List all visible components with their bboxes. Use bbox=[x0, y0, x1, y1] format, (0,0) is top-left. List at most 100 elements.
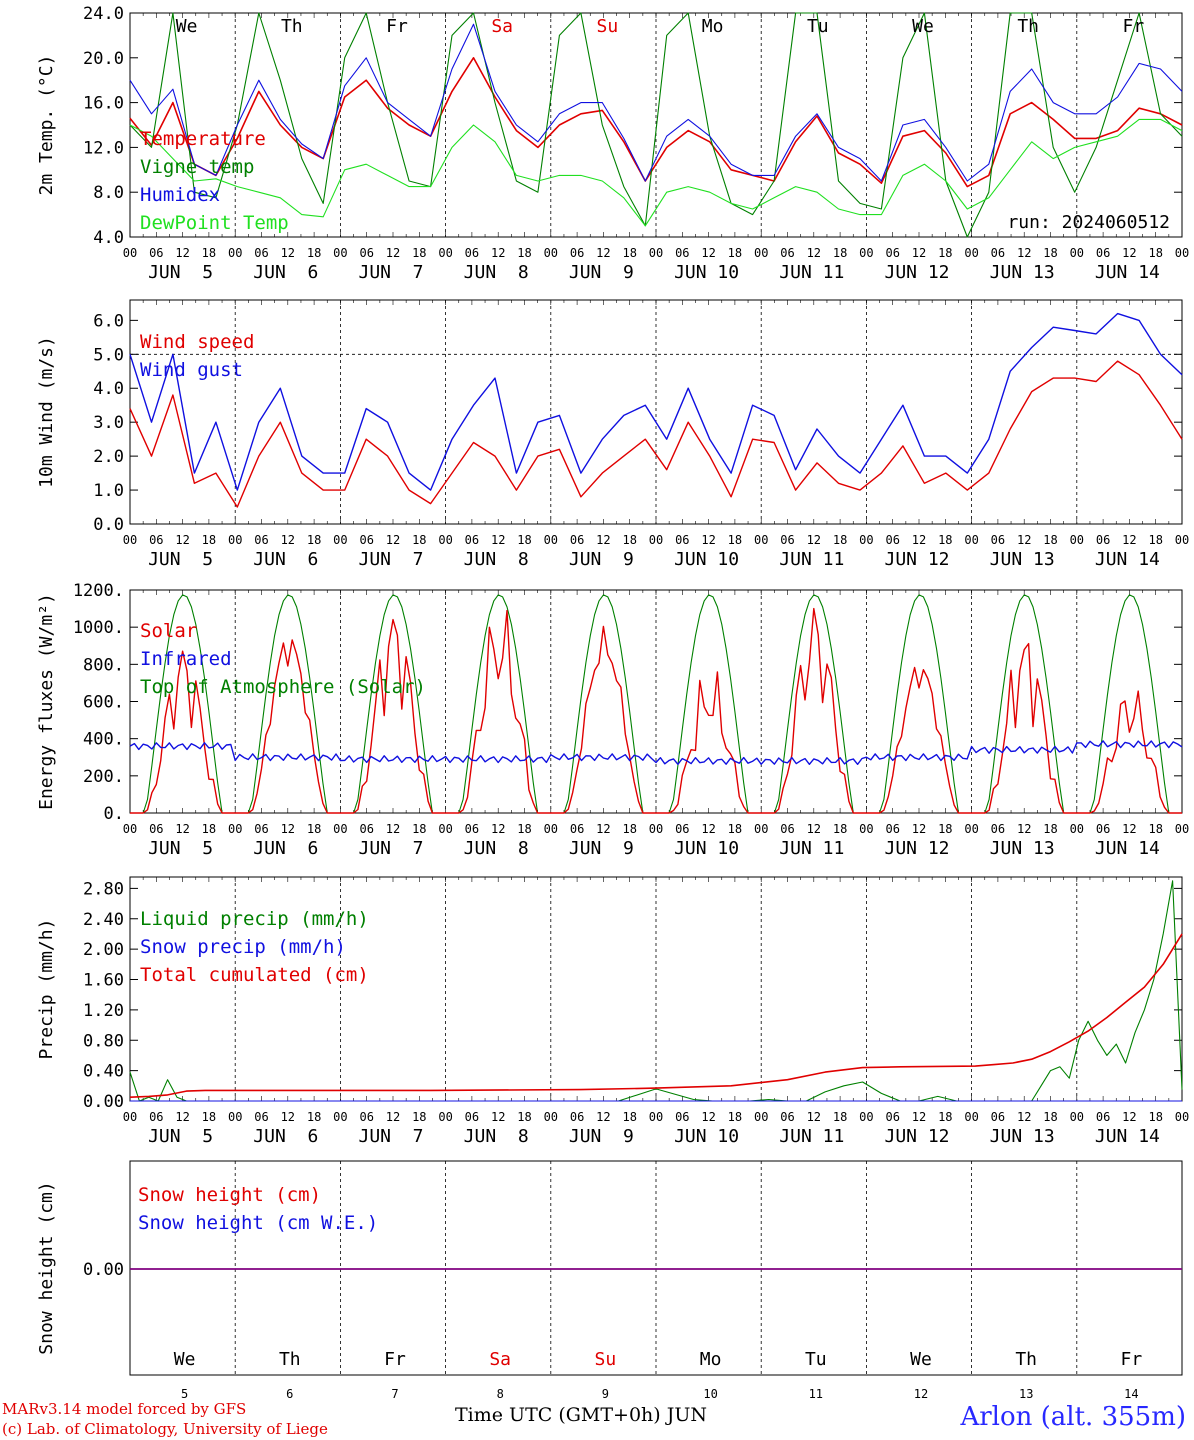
y-tick-label: 0.40 bbox=[83, 1062, 124, 1082]
weekday-label: We bbox=[174, 1349, 196, 1370]
hour-tick-label: 06 bbox=[675, 533, 689, 547]
hour-tick-label: 18 bbox=[307, 1110, 321, 1124]
hour-tick-label: 18 bbox=[1043, 533, 1057, 547]
hour-tick-label: 12 bbox=[807, 246, 821, 260]
hour-tick-label: 12 bbox=[807, 1110, 821, 1124]
weekday-label: We bbox=[910, 1349, 932, 1370]
hour-tick-label: 00 bbox=[544, 822, 558, 836]
hour-tick-label: 12 bbox=[491, 822, 505, 836]
legend-snow-height-cm-w-e-: Snow height (cm W.E.) bbox=[138, 1212, 378, 1234]
hour-tick-label: 12 bbox=[281, 1110, 295, 1124]
hour-tick-label: 06 bbox=[359, 1110, 373, 1124]
panel-wind: 00 06 12 18 00 06 12 18 00 06 12 18 00 06 12 18 00 06 12 18… bbox=[36, 299, 1189, 570]
hour-tick-label: 12 bbox=[281, 822, 295, 836]
date-label: JUN 8 bbox=[464, 549, 529, 570]
legend-total-cumulated-cm-: Total cumulated (cm) bbox=[140, 964, 369, 986]
weekday-label: Th bbox=[279, 1349, 301, 1370]
hour-tick-label: 12 bbox=[386, 1110, 400, 1124]
day-number-label: 8 bbox=[497, 1387, 504, 1401]
hour-tick-label: 00 bbox=[964, 533, 978, 547]
y-tick-label: 1.0 bbox=[93, 481, 124, 501]
hour-tick-label: 12 bbox=[807, 533, 821, 547]
y-tick-label: 800. bbox=[83, 655, 124, 675]
y-tick-label: 16.0 bbox=[83, 94, 124, 114]
hour-tick-label: 06 bbox=[570, 1110, 584, 1124]
hour-tick-label: 06 bbox=[1096, 533, 1110, 547]
date-label: JUN 11 bbox=[779, 1126, 844, 1147]
hour-tick-label: 06 bbox=[991, 533, 1005, 547]
date-label: JUN 6 bbox=[253, 1126, 318, 1147]
hour-tick-label: 06 bbox=[1096, 1110, 1110, 1124]
hour-tick-label: 00 bbox=[1070, 533, 1084, 547]
date-label: JUN 13 bbox=[990, 262, 1055, 283]
hour-tick-label: 18 bbox=[412, 1110, 426, 1124]
hour-tick-label: 06 bbox=[570, 246, 584, 260]
y-tick-label: 0.80 bbox=[83, 1031, 124, 1051]
hour-tick-label: 12 bbox=[491, 1110, 505, 1124]
hour-tick-label: 00 bbox=[754, 533, 768, 547]
hour-tick-label: 18 bbox=[833, 533, 847, 547]
day-number-label: 14 bbox=[1124, 1387, 1138, 1401]
legend-liquid-precip-mm-h-: Liquid precip (mm/h) bbox=[140, 908, 369, 930]
y-tick-label: 12.0 bbox=[83, 138, 124, 158]
date-label: JUN 9 bbox=[569, 549, 634, 570]
series-temperature bbox=[129, 56, 1183, 188]
hour-tick-label: 18 bbox=[622, 246, 636, 260]
weekday-label: Fr bbox=[1121, 1349, 1143, 1370]
hour-tick-label: 00 bbox=[333, 1110, 347, 1124]
hour-tick-label: 12 bbox=[281, 246, 295, 260]
hour-tick-label: 18 bbox=[1148, 533, 1162, 547]
panel-precip: 00 06 12 18 00 06 12 18 00 06 12 18 00 06 12 18 00 06 12 18… bbox=[36, 876, 1189, 1147]
hour-tick-label: 00 bbox=[1070, 822, 1084, 836]
y-tick-label: 1.20 bbox=[83, 1001, 124, 1021]
hour-tick-label: 18 bbox=[833, 246, 847, 260]
y-tick-label: 2.40 bbox=[83, 910, 124, 930]
day-number-label: 13 bbox=[1019, 1387, 1033, 1401]
hour-tick-label: 06 bbox=[570, 822, 584, 836]
station-name: Arlon (alt. 355m) bbox=[960, 1402, 1186, 1432]
hour-tick-label: 00 bbox=[123, 1110, 137, 1124]
y-tick-label: 2.0 bbox=[93, 447, 124, 467]
hour-tick-label: 12 bbox=[596, 533, 610, 547]
hour-tick-label: 00 bbox=[333, 822, 347, 836]
hour-tick-label: 00 bbox=[754, 1110, 768, 1124]
date-label: JUN 7 bbox=[358, 838, 423, 859]
hour-tick-label: 18 bbox=[938, 533, 952, 547]
y-tick-label: 600. bbox=[83, 693, 124, 713]
hour-tick-label: 06 bbox=[885, 533, 899, 547]
date-label: JUN 8 bbox=[464, 262, 529, 283]
hour-tick-label: 18 bbox=[622, 1110, 636, 1124]
hour-tick-label: 00 bbox=[859, 822, 873, 836]
hour-tick-label: 18 bbox=[728, 1110, 742, 1124]
legend-temperature: Temperature bbox=[140, 128, 266, 150]
date-label: JUN 5 bbox=[148, 262, 213, 283]
hour-tick-label: 06 bbox=[991, 246, 1005, 260]
hour-tick-label: 00 bbox=[649, 246, 663, 260]
hour-tick-label: 06 bbox=[885, 822, 899, 836]
date-label: JUN 10 bbox=[674, 838, 739, 859]
hour-tick-label: 18 bbox=[412, 533, 426, 547]
hour-tick-label: 00 bbox=[859, 1110, 873, 1124]
date-label: JUN 14 bbox=[1095, 262, 1160, 283]
hour-tick-label: 18 bbox=[938, 822, 952, 836]
y-tick-label: 200. bbox=[83, 767, 124, 787]
legend-vigne-temp: Vigne temp bbox=[140, 156, 254, 178]
credit-line-1: MARv3.14 model forced by GFS bbox=[2, 1400, 247, 1418]
hour-tick-label: 12 bbox=[701, 246, 715, 260]
hour-tick-label: 00 bbox=[228, 822, 242, 836]
date-label: JUN 13 bbox=[990, 838, 1055, 859]
day-number-label: 7 bbox=[391, 1387, 398, 1401]
hour-tick-label: 00 bbox=[964, 1110, 978, 1124]
hour-tick-label: 00 bbox=[123, 822, 137, 836]
hour-tick-label: 00 bbox=[1175, 1110, 1189, 1124]
date-label: JUN 11 bbox=[779, 838, 844, 859]
weekday-label: We bbox=[912, 16, 934, 37]
hour-tick-label: 12 bbox=[1017, 1110, 1031, 1124]
date-label: JUN 6 bbox=[253, 262, 318, 283]
hour-tick-label: 00 bbox=[438, 246, 452, 260]
weekday-label: Fr bbox=[1123, 16, 1145, 37]
day-number-label: 10 bbox=[703, 1387, 717, 1401]
hour-tick-label: 18 bbox=[202, 533, 216, 547]
hour-tick-label: 12 bbox=[701, 822, 715, 836]
